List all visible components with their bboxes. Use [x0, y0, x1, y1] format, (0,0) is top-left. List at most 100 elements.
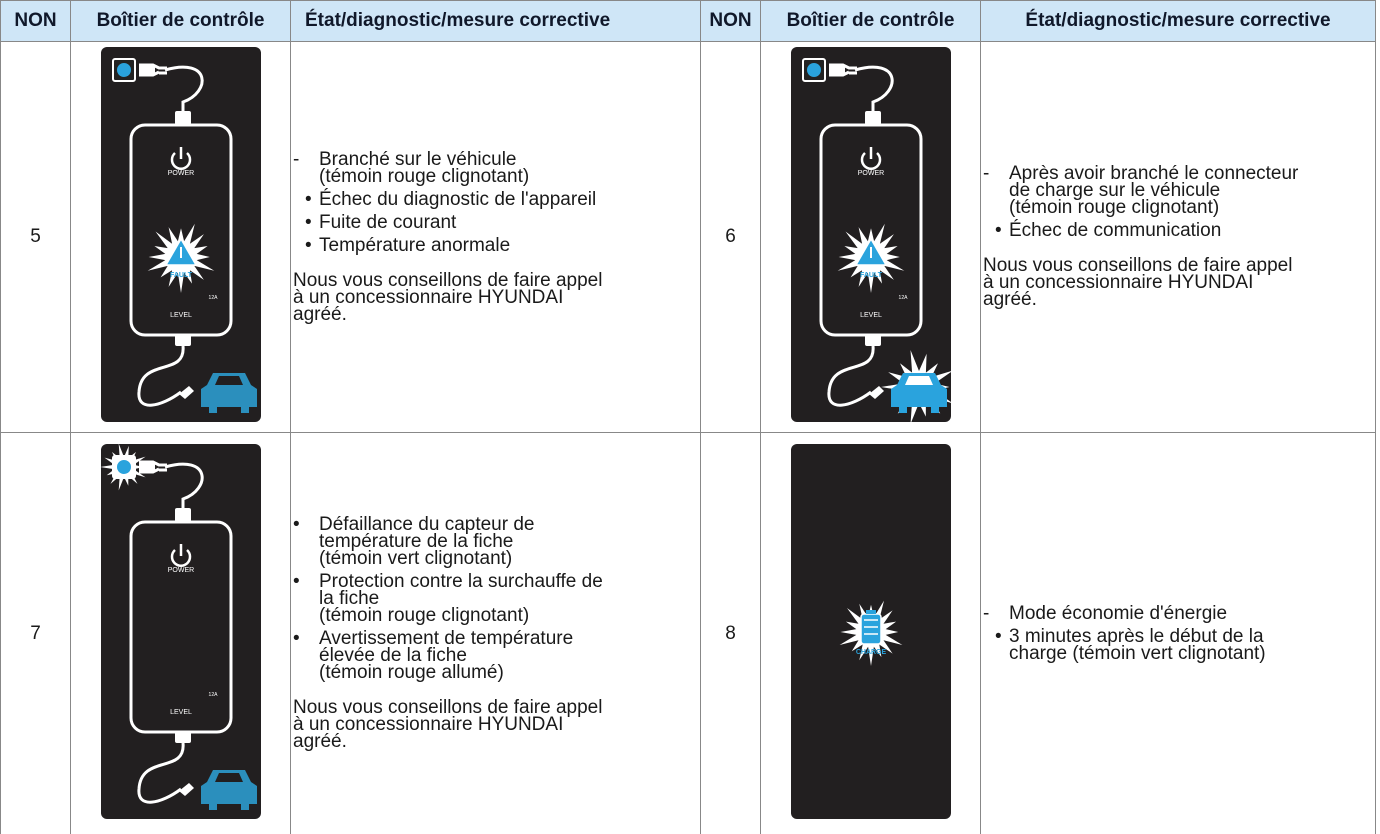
fault-label: FAULT: [169, 272, 192, 279]
cable: [854, 65, 894, 113]
amp-label: 12A: [208, 295, 218, 301]
text-line: Fuite de courant: [319, 211, 457, 233]
text-block: • Défaillance du capteur de température de…: [293, 514, 700, 569]
text-block: • 3 minutes après le début de la charge (t…: [983, 627, 1375, 664]
list-marker: -: [293, 148, 300, 170]
list-marker: •: [305, 188, 312, 210]
text-line: (témoin vert clignotant): [319, 548, 513, 569]
table-row: 7 POWER 12A LEVEL • Défaillance du capteur de…: [0, 432, 1376, 834]
row-number: 6: [700, 41, 761, 433]
text-block: • Avertissement de température élevée de l…: [293, 628, 700, 683]
text-line: à un concessionnaire HYUNDAI: [293, 714, 564, 735]
header-cell: Boîtier de contrôle: [760, 0, 981, 42]
text-line: à un concessionnaire HYUNDAI: [983, 272, 1254, 293]
header-cell: État/diagnostic/mesure corrective: [290, 0, 701, 42]
control-box-cell: CHARGE: [760, 432, 981, 834]
control-box-illustration: POWER FAULT 12A LEVEL: [100, 47, 261, 422]
plug-body: [138, 64, 155, 76]
text-line: Température anormale: [319, 234, 511, 256]
device-background: [100, 443, 261, 819]
connector: [864, 111, 881, 125]
block-lines: Protection contre la surchauffe de la fic…: [319, 571, 603, 626]
vehicle-plug: [868, 386, 884, 399]
text-block: • Fuite de courant: [293, 211, 700, 233]
text-line: de charge sur le véhicule: [1009, 180, 1221, 201]
connector: [174, 730, 191, 743]
text-block: - Mode économie d'énergie: [983, 602, 1375, 624]
text-block: Nous vous conseillons de faire appel à un…: [293, 271, 700, 325]
level-label: LEVEL: [170, 709, 192, 716]
description-cell: - Mode économie d'énergie • 3 minutes après…: [980, 432, 1376, 834]
text-line: Nous vous conseillons de faire appel: [983, 255, 1293, 276]
list-marker: -: [983, 602, 990, 624]
block-lines: Nous vous conseillons de faire appel à un…: [983, 255, 1293, 310]
header-cell: État/diagnostic/mesure corrective: [980, 0, 1376, 42]
table-row: 5 POWER FAULT 12A LEVEL - Branché sur le véhic…: [0, 41, 1376, 433]
text-line: Échec de communication: [1009, 220, 1222, 241]
cable: [164, 462, 204, 510]
text-block: • Échec du diagnostic de l'appareil: [293, 188, 700, 210]
text-line: agréé.: [293, 303, 347, 325]
level-label: LEVEL: [170, 312, 192, 319]
cable: [164, 65, 204, 113]
list-marker: •: [293, 628, 300, 649]
car-icon: [200, 769, 257, 810]
text-line: élevée de la fiche: [319, 645, 467, 666]
text-block: • Température anormale: [293, 234, 700, 256]
block-lines: Nous vous conseillons de faire appel à un…: [293, 697, 603, 752]
text-line: (témoin rouge clignotant): [1009, 197, 1220, 218]
text-line: agréé.: [983, 289, 1037, 310]
text-line: Protection contre la surchauffe de: [319, 571, 603, 592]
power-icon: [170, 543, 191, 567]
control-box-illustration: CHARGE: [790, 443, 951, 819]
block-lines: Fuite de courant: [319, 211, 457, 233]
header-cell: Boîtier de contrôle: [70, 0, 291, 42]
block-lines: Nous vous conseillons de faire appel à un…: [293, 271, 602, 325]
cable: [136, 345, 185, 407]
table-body: 5 POWER FAULT 12A LEVEL - Branché sur le véhic…: [0, 41, 1376, 834]
list-marker: •: [293, 514, 300, 535]
text-line: Avertissement de température: [319, 628, 574, 649]
text-block: - Après avoir branché le connecteur de cha…: [983, 164, 1375, 218]
battery-icon: [859, 612, 882, 645]
power-icon: [170, 147, 191, 170]
connector: [174, 111, 191, 125]
cable: [136, 742, 185, 804]
block-lines: Avertissement de température élevée de la…: [319, 628, 574, 683]
car-icon: [890, 373, 947, 413]
text-line: (témoin rouge clignotant): [319, 605, 530, 626]
row-number: 5: [0, 41, 71, 433]
text-line: charge (témoin vert clignotant): [1009, 642, 1266, 664]
block-lines: Échec du diagnostic de l'appareil: [319, 190, 596, 209]
level-label: LEVEL: [860, 312, 882, 319]
power-label: POWER: [857, 170, 883, 177]
text-line: (témoin rouge clignotant): [319, 165, 530, 187]
battery-cap: [865, 609, 876, 614]
fault-label: FAULT: [859, 272, 882, 279]
list-marker: •: [293, 571, 300, 592]
text-line: (témoin rouge allumé): [319, 662, 504, 683]
description-cell: - Branché sur le véhicule (témoin rouge cl…: [290, 41, 701, 433]
connector: [174, 334, 191, 346]
control-box-cell: POWER FAULT 12A LEVEL: [760, 41, 981, 433]
text-block: • Protection contre la surchauffe de la fi…: [293, 571, 700, 626]
socket-dot: [116, 63, 131, 77]
connector: [174, 507, 191, 522]
text-line: Branché sur le véhicule: [319, 148, 517, 170]
text-line: agréé.: [293, 731, 347, 752]
connector: [864, 334, 881, 346]
control-box-illustration: POWER FAULT 12A LEVEL: [790, 47, 953, 424]
amp-label: 12A: [208, 692, 218, 698]
text-block: - Branché sur le véhicule (témoin rouge cl…: [293, 148, 700, 187]
cable: [826, 345, 875, 407]
text-line: Défaillance du capteur de: [319, 514, 535, 535]
list-marker: •: [305, 234, 312, 256]
header-row: NON Boîtier de contrôle État/diagnostic/…: [0, 0, 1376, 42]
header-cell: NON: [700, 0, 761, 42]
socket-dot: [806, 63, 821, 77]
block-lines: 3 minutes après le début de la charge (té…: [1009, 627, 1266, 664]
block-lines: Température anormale: [319, 234, 511, 256]
text-line: Nous vous conseillons de faire appel: [293, 697, 603, 718]
